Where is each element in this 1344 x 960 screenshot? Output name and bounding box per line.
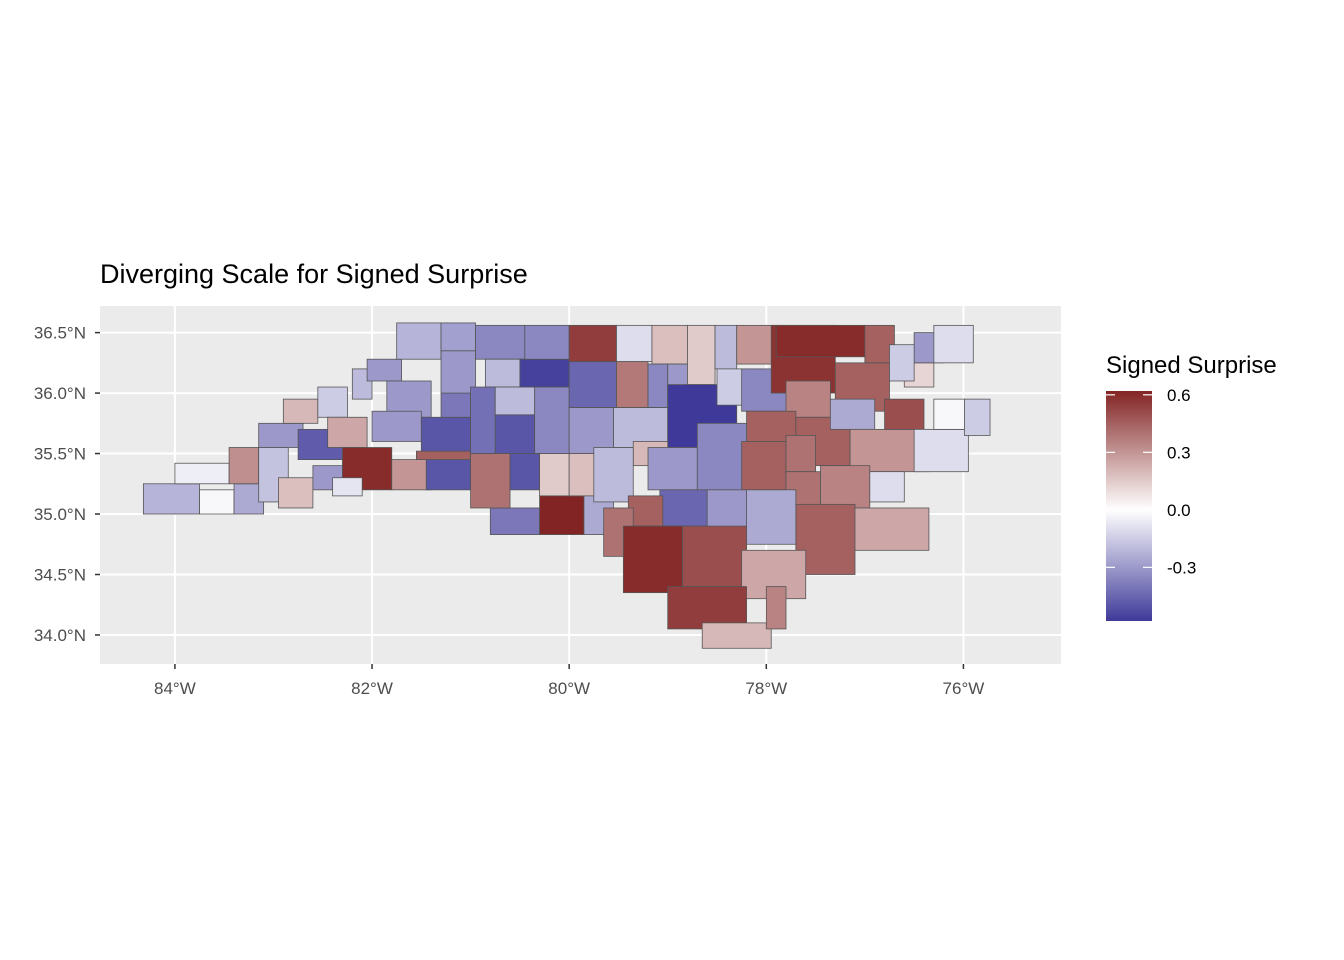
x-tick-label: 84°W <box>154 679 196 698</box>
county-region <box>228 447 260 485</box>
county-region <box>519 358 570 388</box>
county-region <box>470 453 511 509</box>
legend: Signed Surprise 0.6 0.3 0.0 -0.3 <box>1106 352 1277 621</box>
county-region <box>785 435 816 473</box>
county-region <box>593 447 634 503</box>
county-region <box>933 398 965 430</box>
county-region <box>539 495 585 535</box>
county-region <box>933 324 974 364</box>
county-region <box>775 324 866 358</box>
county-region <box>415 450 472 461</box>
legend-tick-label: -0.3 <box>1167 558 1196 577</box>
county-region <box>391 459 432 491</box>
county-region <box>278 477 314 509</box>
county-region <box>475 324 526 360</box>
x-tick-label: 76°W <box>943 679 985 698</box>
county-region <box>539 453 570 497</box>
county-region <box>884 398 925 430</box>
county-region <box>964 398 991 436</box>
county-region <box>524 324 570 360</box>
legend-tick-label: 0.6 <box>1167 386 1191 405</box>
county-region <box>440 322 476 352</box>
county-region <box>534 386 570 454</box>
legend-tick-label: 0.0 <box>1167 501 1191 520</box>
map-title: Diverging Scale for Signed Surprise <box>100 259 528 289</box>
county-region <box>889 344 915 382</box>
county-region <box>494 414 536 454</box>
county-region <box>616 361 649 408</box>
county-region <box>440 392 472 418</box>
county-region <box>282 398 319 424</box>
y-tick-label: 35.0°N <box>34 505 86 524</box>
county-region <box>371 410 422 442</box>
county-region <box>494 386 536 416</box>
x-tick-label: 78°W <box>745 679 787 698</box>
county-region <box>687 324 716 386</box>
county-region <box>425 459 472 491</box>
county-region <box>470 386 496 454</box>
county-region <box>659 489 708 527</box>
county-region <box>869 471 905 503</box>
legend-colorbar <box>1106 391 1152 621</box>
county-region <box>864 324 895 364</box>
county-region <box>701 622 772 649</box>
county-region <box>746 489 797 545</box>
county-region <box>199 489 235 515</box>
county-region <box>489 507 540 535</box>
y-tick-label: 36.5°N <box>34 324 86 343</box>
y-tick-label: 35.5°N <box>34 445 86 464</box>
county-region <box>509 453 540 491</box>
axes: 84°W 82°W 80°W 78°W 76°W 34.0°N 34.5°N 35.0°N 35… <box>34 324 984 698</box>
county-region <box>568 407 614 454</box>
county-region <box>327 416 368 448</box>
county-region <box>714 324 738 370</box>
county-regions <box>142 322 991 649</box>
county-region <box>174 462 230 485</box>
county-region <box>736 324 777 365</box>
county-region <box>765 586 787 630</box>
county-region <box>317 386 348 418</box>
y-tick-label: 34.0°N <box>34 626 86 645</box>
county-region <box>142 483 200 515</box>
x-tick-label: 82°W <box>351 679 393 698</box>
county-region <box>396 322 442 360</box>
county-region <box>829 398 876 430</box>
county-region <box>568 361 617 408</box>
x-tick-label: 80°W <box>548 679 590 698</box>
county-region <box>820 465 871 509</box>
county-region <box>613 407 669 448</box>
county-region <box>258 422 304 448</box>
county-region <box>420 416 472 452</box>
county-region <box>568 324 617 363</box>
county-region <box>440 350 476 394</box>
y-tick-label: 34.5°N <box>34 566 86 585</box>
county-region <box>366 358 403 382</box>
county-region <box>651 324 688 365</box>
county-region <box>647 447 698 491</box>
county-region <box>913 428 969 473</box>
legend-tick-label: 0.3 <box>1167 443 1191 462</box>
county-region <box>849 507 930 551</box>
county-region <box>647 363 669 408</box>
county-region <box>484 358 526 388</box>
county-region <box>332 477 363 497</box>
county-region <box>682 525 747 587</box>
county-region <box>622 525 683 594</box>
county-region <box>741 441 787 491</box>
county-region <box>616 324 653 363</box>
legend-title: Signed Surprise <box>1106 352 1277 379</box>
y-tick-label: 36.0°N <box>34 384 86 403</box>
